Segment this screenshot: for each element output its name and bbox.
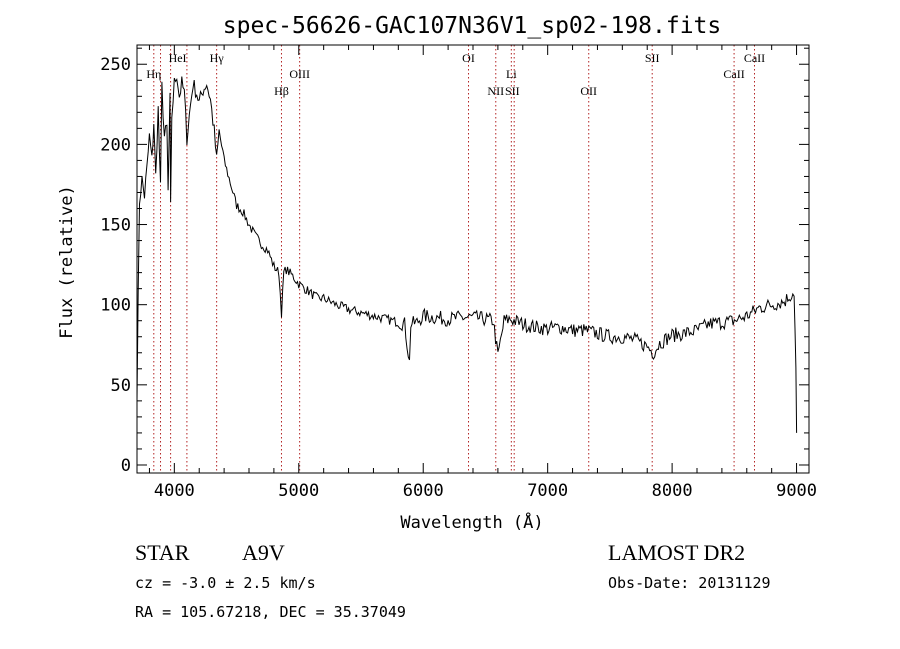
spectral-line-label: SII [505, 84, 520, 98]
spectral-line-label: Hη [146, 67, 161, 81]
y-tick-label: 100 [100, 296, 131, 316]
marker-lines [153, 45, 755, 473]
y-tick-label: 0 [121, 456, 131, 476]
spectrum-line [136, 76, 798, 433]
axes: 4000 5000 6000 7000 8000 9000 0 50 100 150 200 250 [100, 44, 817, 501]
y-tick-label: 200 [100, 135, 131, 155]
spectrum-series [136, 76, 798, 433]
plot-frame [136, 44, 810, 474]
x-tick-label: 5000 [278, 481, 319, 501]
spectral-line-label: SII [645, 51, 660, 65]
spectral-line-label: Li [506, 67, 517, 81]
spectral-line-label: HeI [169, 51, 187, 65]
survey-name: LAMOST DR2 [608, 540, 746, 565]
x-tick-label: 4000 [154, 481, 195, 501]
x-axis-label: Wavelength (Å) [400, 511, 543, 533]
spectral-line-label: Hβ [274, 84, 289, 98]
y-tick-label: 50 [111, 376, 131, 396]
spectral-line-label: OI [462, 51, 475, 65]
chart-title: spec-56626-GAC107N36V1_sp02-198.fits [223, 13, 722, 39]
spectral-line-label: NII [487, 84, 504, 98]
y-tick-label: 150 [100, 216, 131, 236]
coordinates-text: RA = 105.67218, DEC = 35.37049 [135, 603, 406, 621]
spectral-line-label: Hγ [210, 51, 225, 65]
y-tick-label: 250 [100, 55, 131, 75]
spectral-line-label: CaII [723, 67, 744, 81]
subclass: A9V [242, 540, 285, 565]
spectrum-chart: spec-56626-GAC107N36V1_sp02-198.fits HeI… [57, 13, 817, 533]
x-tick-label: 9000 [776, 481, 817, 501]
spectral-line-label: OII [580, 84, 597, 98]
object-class: STAR [135, 540, 190, 565]
x-tick-label: 7000 [527, 481, 568, 501]
x-tick-label: 6000 [403, 481, 444, 501]
redshift-text: cz = -3.0 ± 2.5 km/s [135, 574, 316, 592]
obs-date: Obs-Date: 20131129 [608, 574, 771, 592]
spectral-line-label: CaII [744, 51, 765, 65]
y-axis-label: Flux (relative) [57, 185, 77, 339]
spectral-line-label: OIII [289, 67, 310, 81]
x-tick-label: 8000 [652, 481, 693, 501]
